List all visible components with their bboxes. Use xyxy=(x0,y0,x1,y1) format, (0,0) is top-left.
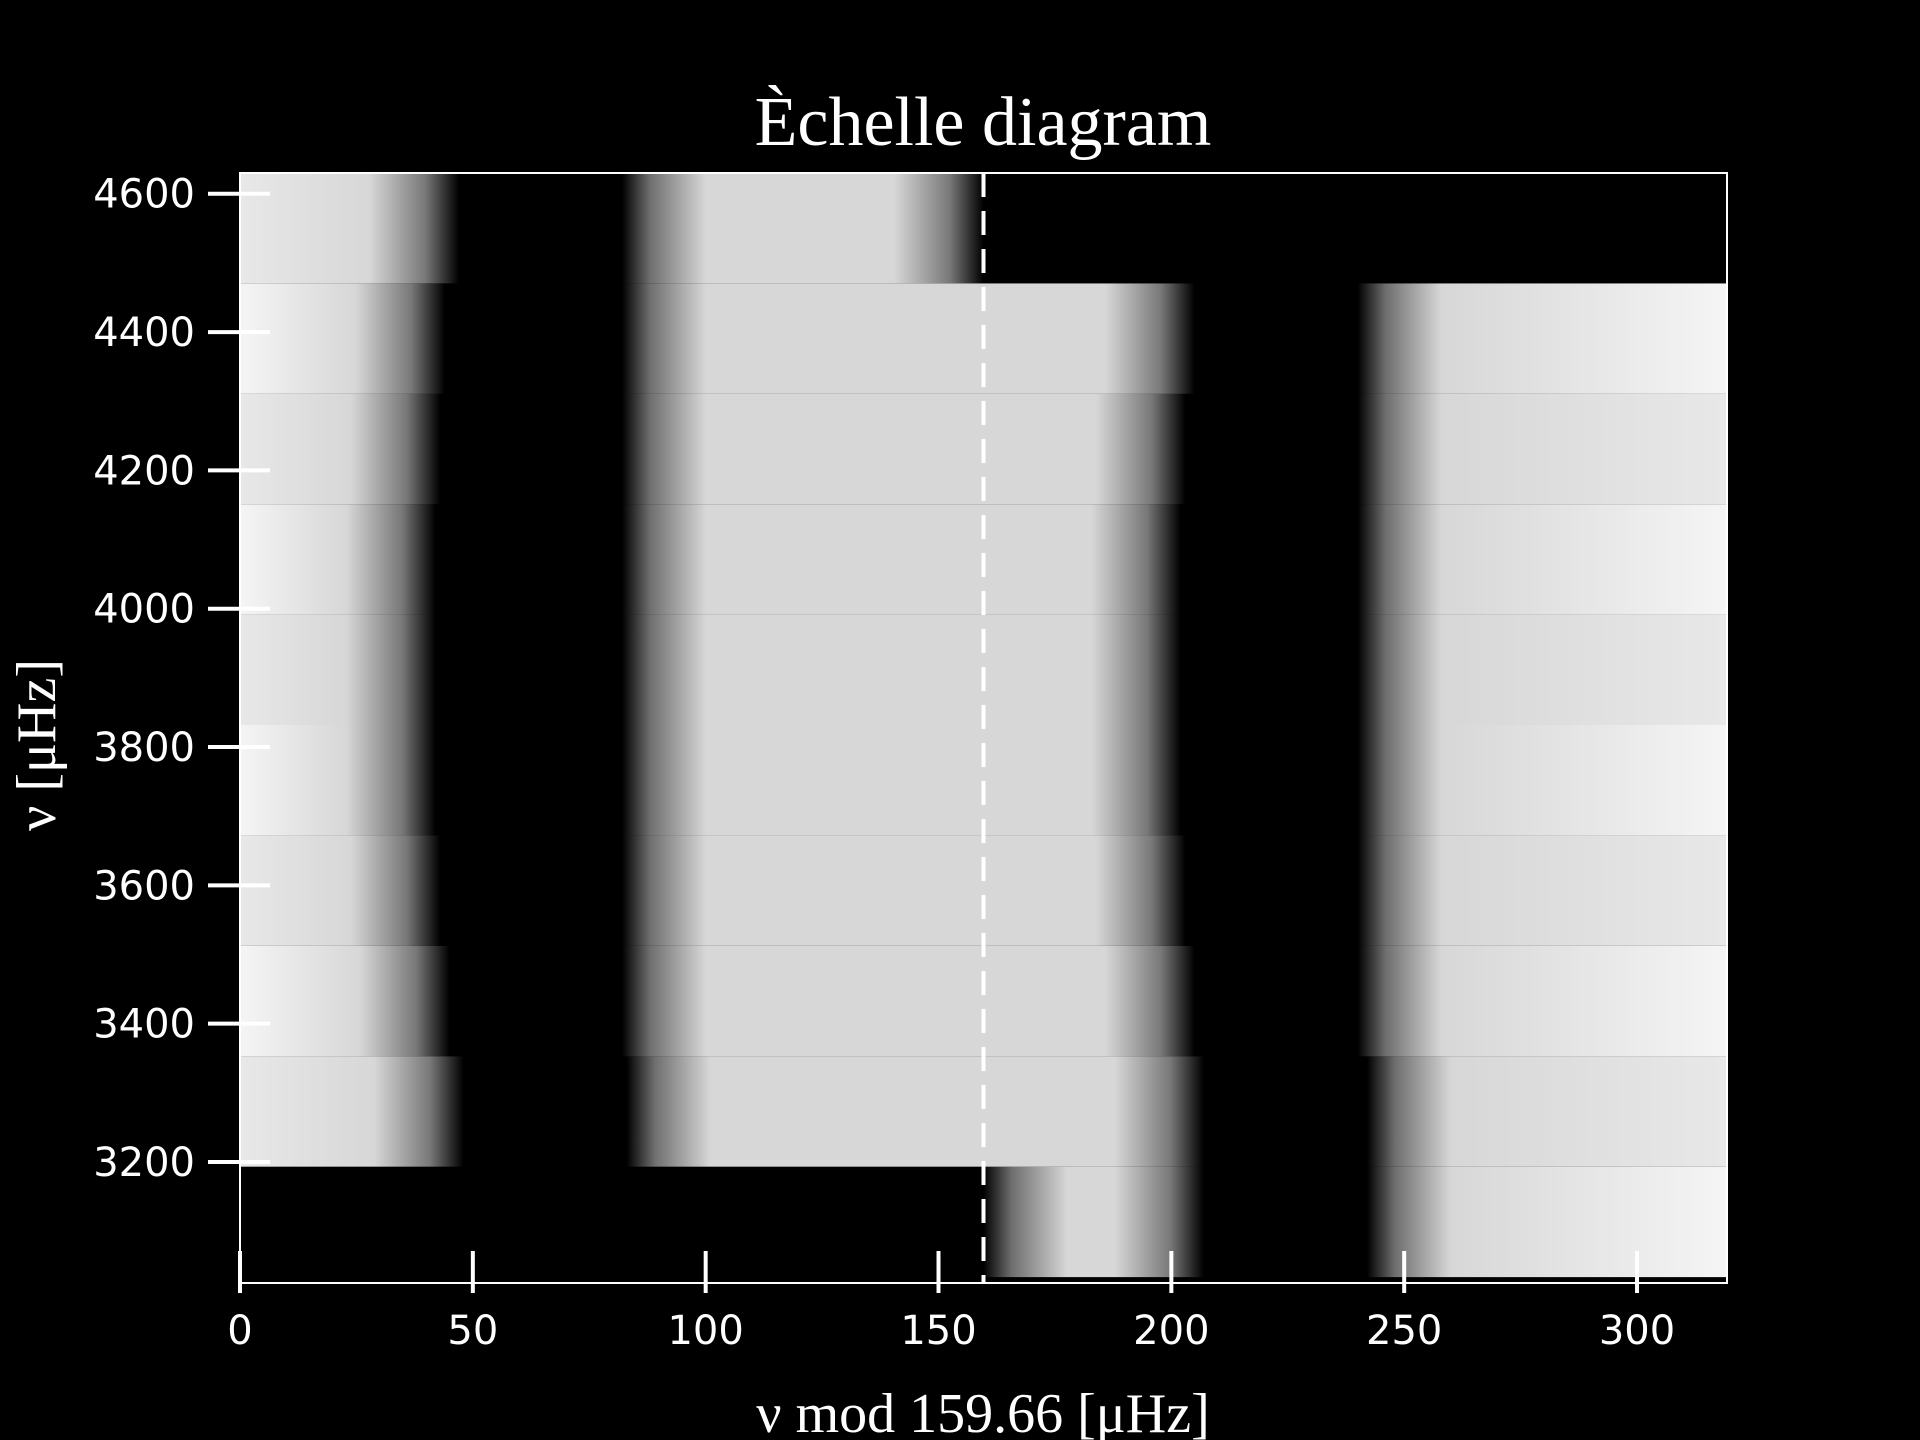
heatmap-row xyxy=(240,1056,1727,1167)
x-axis-label: ν mod 159.66 [μHz] xyxy=(756,1383,1210,1440)
y-tick-label: 3400 xyxy=(93,1002,195,1048)
x-tick-label: 0 xyxy=(227,1308,252,1354)
plot-frame xyxy=(239,172,1728,1284)
y-tick-label: 4200 xyxy=(93,448,195,494)
heatmap-row xyxy=(240,724,1727,836)
chart-title: Èchelle diagram xyxy=(755,84,1212,161)
y-tick-label: 3200 xyxy=(93,1140,195,1186)
x-tick-label: 150 xyxy=(900,1308,976,1354)
x-axis: 0 50 100 150 200 250 300 xyxy=(227,1251,1675,1354)
y-tick-label: 4400 xyxy=(93,310,195,356)
x-tick-label: 250 xyxy=(1366,1308,1442,1354)
x-tick-label: 200 xyxy=(1133,1308,1209,1354)
y-tick-label: 3600 xyxy=(93,863,195,909)
y-axis-label: ν [μHz] xyxy=(6,659,68,831)
y-axis: 3200 3400 3600 3800 4000 4200 4400 4600 xyxy=(93,172,270,1186)
x-tick-label: 50 xyxy=(447,1308,498,1354)
heatmap-row xyxy=(240,835,1727,946)
x-tick-label: 300 xyxy=(1599,1308,1675,1354)
y-tick-label: 4600 xyxy=(93,172,195,218)
heatmap-row xyxy=(240,945,1727,1057)
y-tick-label: 4000 xyxy=(93,587,195,633)
x-tick-label: 100 xyxy=(667,1308,743,1354)
y-tick-label: 3800 xyxy=(93,725,195,771)
